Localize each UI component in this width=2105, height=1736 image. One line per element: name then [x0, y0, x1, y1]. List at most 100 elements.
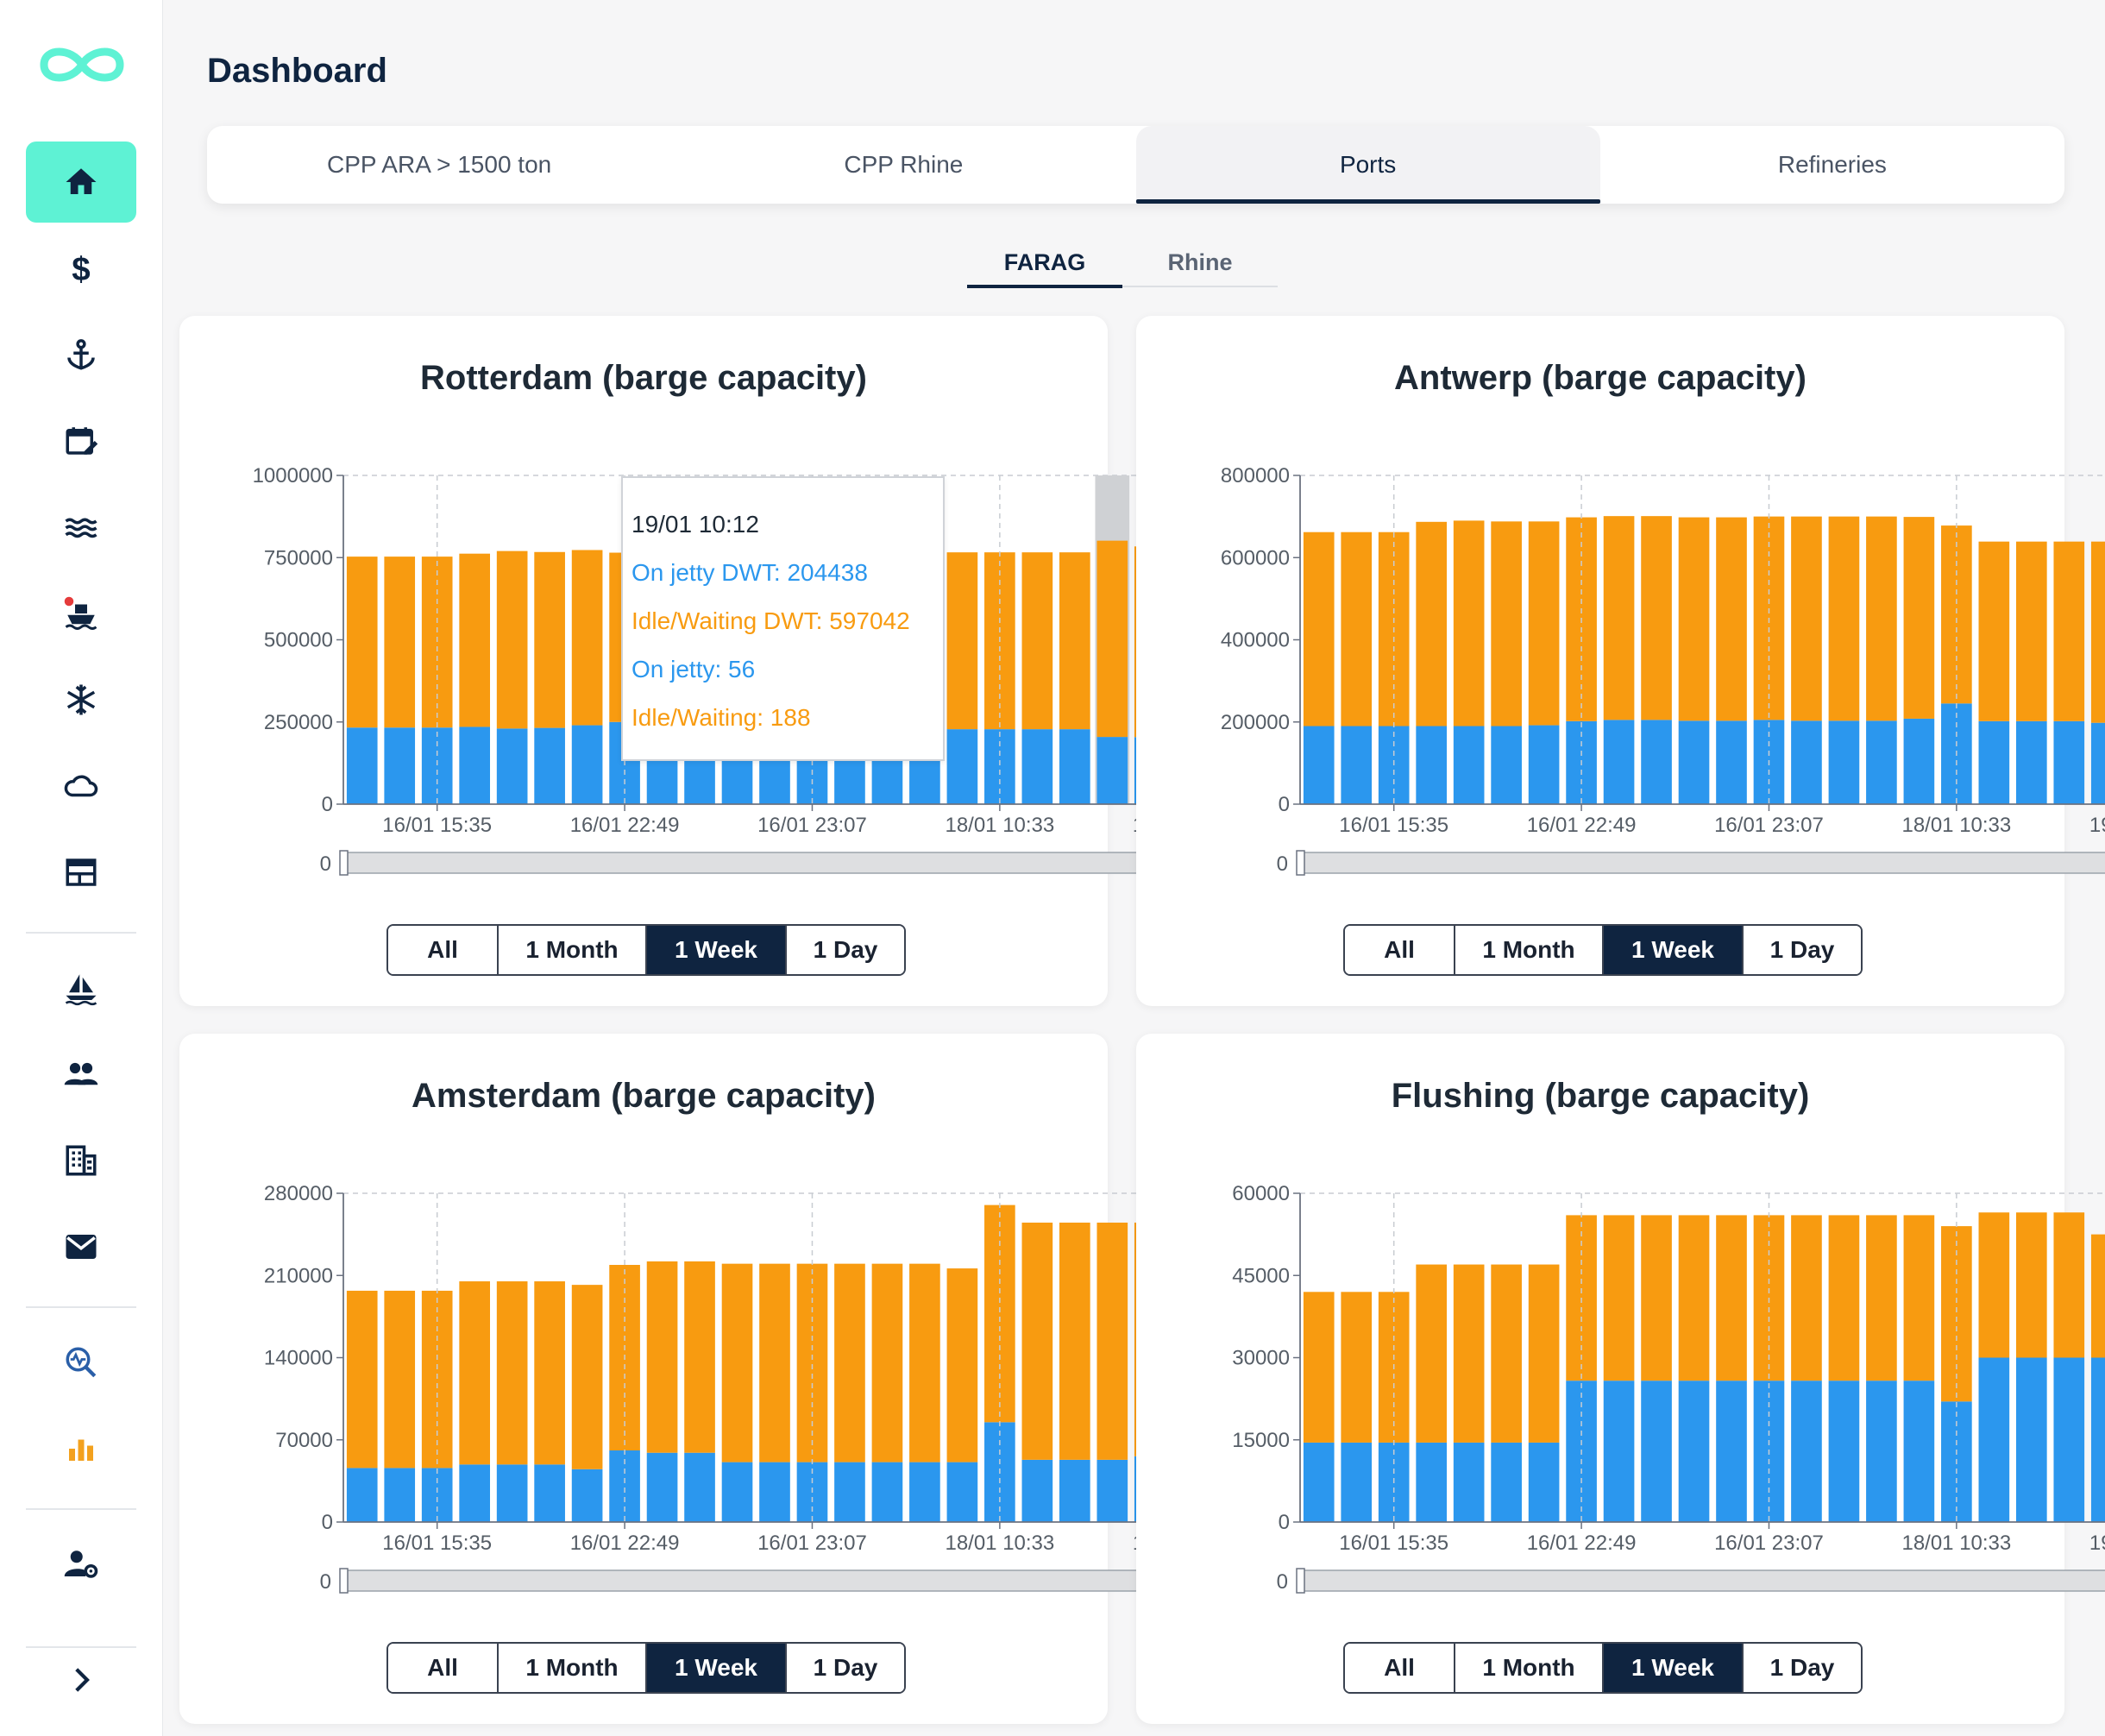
bar-idle-waiting [1678, 1215, 1710, 1381]
snowflake-icon [66, 684, 96, 715]
nav-reports[interactable] [26, 1408, 136, 1489]
nav-ports[interactable] [26, 314, 136, 395]
slider-track [342, 852, 1207, 874]
bar-on-jetty [1603, 720, 1635, 804]
range-button-1-week[interactable]: 1 Week [1604, 1644, 1744, 1692]
slider-handle-left[interactable] [339, 1568, 349, 1594]
range-button-1-week[interactable]: 1 Week [1604, 926, 1744, 974]
nav-waves[interactable] [26, 487, 136, 568]
waves-icon [65, 518, 97, 538]
y-tick-label: 0 [322, 793, 333, 816]
time-range-selector: All 1 Month 1 Week 1 Day [386, 924, 906, 976]
bar-idle-waiting [2016, 1212, 2047, 1358]
bar-on-jetty [346, 1468, 378, 1522]
range-slider[interactable]: 022 [320, 1568, 1241, 1594]
bar-idle-waiting [946, 552, 978, 730]
nav-weather-cold[interactable] [26, 659, 136, 740]
x-tick-label: 16/01 23:07 [757, 814, 867, 837]
range-button-1-week[interactable]: 1 Week [647, 926, 787, 974]
range-button-1-day[interactable]: 1 Day [787, 926, 904, 974]
bar-chart: 60000 45000 30000 15000 0 16/01 15:35 16/01 22… [1232, 1182, 2105, 1594]
nav-weather[interactable] [26, 745, 136, 827]
range-button-all[interactable]: All [388, 1644, 499, 1692]
range-slider[interactable]: 022 [1277, 850, 2105, 876]
bar-idle-waiting [384, 557, 416, 728]
bar-idle-waiting [346, 557, 378, 728]
range-button-1-day[interactable]: 1 Day [1744, 926, 1861, 974]
range-button-1-day[interactable]: 1 Day [787, 1644, 904, 1692]
bar-on-jetty [1453, 1442, 1485, 1522]
nav-vessels[interactable] [26, 573, 136, 654]
slider-handle-left[interactable] [1296, 850, 1305, 876]
slider-handle-left[interactable] [339, 850, 349, 876]
nav-companies[interactable] [26, 1120, 136, 1201]
range-slider[interactable]: 022 [320, 850, 1241, 876]
x-tick-label: 16/01 22:49 [570, 814, 680, 837]
bar-on-jetty [1528, 725, 1560, 804]
y-tick-label: 280000 [264, 1182, 333, 1205]
range-button-1-month[interactable]: 1 Month [499, 926, 647, 974]
x-tick-label: 18/01 10:33 [1901, 814, 2011, 837]
home-icon [66, 168, 97, 194]
bar-on-jetty [1453, 726, 1485, 804]
bar-idle-waiting [1978, 541, 2010, 721]
range-slider[interactable]: 022 [1277, 1568, 2105, 1594]
y-tick-label: 70000 [275, 1429, 333, 1452]
bar-idle-waiting [1059, 1223, 1090, 1460]
x-tick-label: 19/01 10:18 [2089, 814, 2105, 837]
range-button-1-month[interactable]: 1 Month [499, 1644, 647, 1692]
tab-cpp-rhine[interactable]: CPP Rhine [844, 151, 964, 178]
nav-analytics-search[interactable] [26, 1322, 136, 1403]
chart-title: Antwerp (barge capacity) [1394, 359, 1807, 397]
tab-refineries[interactable]: Refineries [1777, 151, 1887, 178]
sidebar-divider [26, 1646, 136, 1648]
nav-user-settings[interactable] [26, 1524, 136, 1605]
bar-on-jetty [571, 725, 603, 804]
nav-fleet[interactable] [26, 947, 136, 1028]
nav-contacts[interactable] [26, 1034, 136, 1115]
nav-mail[interactable] [26, 1206, 136, 1287]
nav-layout[interactable] [26, 832, 136, 913]
chart-title: Flushing (barge capacity) [1391, 1077, 1810, 1115]
infinity-logo-icon[interactable] [39, 35, 125, 95]
slider-handle-left[interactable] [1296, 1568, 1305, 1594]
bar-idle-waiting [1341, 1292, 1373, 1443]
range-button-all[interactable]: All [1345, 926, 1455, 974]
nav-calendar[interactable] [26, 400, 136, 481]
nav-home[interactable] [26, 142, 136, 223]
bar-idle-waiting [1021, 552, 1053, 730]
sidebar-divider [26, 932, 136, 934]
range-button-all[interactable]: All [388, 926, 499, 974]
slider-track [342, 1569, 1207, 1592]
bar-on-jetty [2053, 1357, 2085, 1522]
sidebar-expand-button[interactable] [26, 1639, 136, 1720]
nav-prices[interactable]: $ [26, 228, 136, 309]
sailboat-icon [65, 974, 97, 1006]
tab-farag[interactable]: FARAG [967, 240, 1122, 288]
bar-idle-waiting [1866, 1215, 1897, 1381]
x-tick-label: 16/01 22:49 [1527, 814, 1637, 837]
category-tabs: CPP ARA > 1500 ton CPP Rhine Ports Refin… [207, 126, 2064, 204]
bar-on-jetty [1828, 1381, 1860, 1522]
bar-on-jetty [496, 728, 528, 804]
bar-on-jetty [1491, 1442, 1522, 1522]
bar-idle-waiting [2090, 1234, 2105, 1358]
range-button-1-day[interactable]: 1 Day [1744, 1644, 1861, 1692]
range-button-all[interactable]: All [1345, 1644, 1455, 1692]
range-button-1-month[interactable]: 1 Month [1455, 926, 1604, 974]
chart-title: Amsterdam (barge capacity) [412, 1077, 876, 1115]
cloud-icon [64, 775, 98, 797]
tab-ports[interactable]: Ports [1135, 126, 1601, 204]
bar-idle-waiting [1341, 531, 1373, 726]
slider-min-label: 0 [1277, 1570, 1288, 1594]
range-button-1-week[interactable]: 1 Week [647, 1644, 787, 1692]
range-button-1-month[interactable]: 1 Month [1455, 1644, 1604, 1692]
tab-rhine[interactable]: Rhine [1167, 249, 1233, 275]
bar-on-jetty [1716, 1381, 1747, 1522]
bar-idle-waiting [571, 1285, 603, 1469]
chart-card-rotterdam: Rotterdam (barge capacity) 1000000 750000 5… [179, 316, 1242, 1006]
bar-on-jetty [909, 1462, 940, 1522]
bar-on-jetty [384, 727, 416, 804]
x-tick-label: 16/01 23:07 [1714, 1532, 1824, 1555]
tab-cpp-ara[interactable]: CPP ARA > 1500 ton [327, 151, 552, 178]
